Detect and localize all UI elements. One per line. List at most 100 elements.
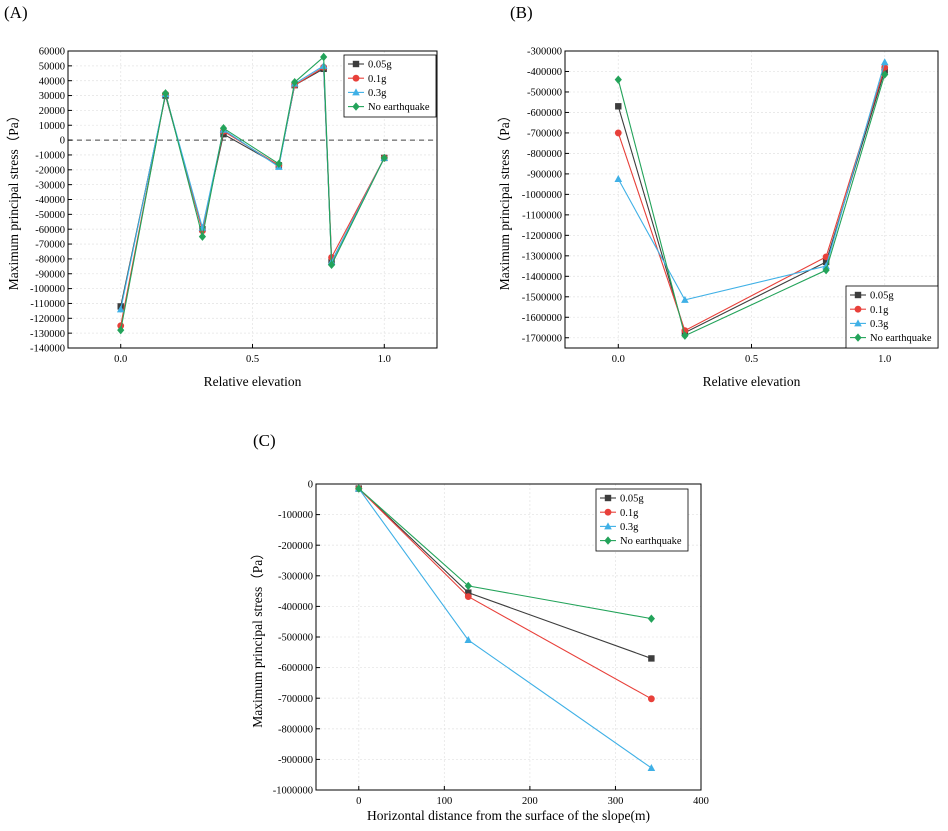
x-axis: 0 100 200 300 400 (356, 786, 709, 807)
y-tick-label: -1000000 (522, 190, 562, 201)
legend-label-0-05g: 0.05g (620, 494, 644, 505)
legend: 0.05g 0.1g 0.3g No earthquake (343, 54, 437, 118)
x-axis: 0.0 0.5 1.0 (114, 344, 391, 365)
y-tick-label: -140000 (30, 344, 65, 355)
chart-panel-2: (B) -300000 -400000 -500000 -600000 -700000 -8… (497, 3, 939, 389)
data-point-no-earthquake (327, 260, 336, 270)
y-tick-label: 40000 (39, 76, 65, 87)
data-point-0-1g (614, 129, 622, 137)
y-tick-label: -200000 (278, 541, 313, 552)
legend-label-0-3g: 0.3g (870, 319, 889, 330)
data-point-0-3g (647, 763, 656, 771)
y-tick-label: 50000 (39, 61, 65, 72)
legend: 0.05g 0.1g 0.3g No earthquake (595, 488, 689, 552)
data-point-no-earthquake (380, 153, 388, 163)
chart-panel-3: (C) 0 -100000 -200000 -300000 -400000 -500000 -… (250, 431, 709, 823)
series-line-0-1g (617, 67, 886, 332)
x-tick-label: 1.0 (378, 354, 391, 365)
legend-marker-0-05g (604, 494, 612, 502)
y-tick-label: -10000 (35, 151, 65, 162)
chart-panel-1: (A) 60000 50000 40000 30000 20000 10000 0 -10000… (4, 3, 438, 389)
legend-marker-0-1g (352, 74, 360, 82)
x-tick-label: 100 (436, 796, 452, 807)
y-axis: -300000 -400000 -500000 -600000 -700000 -8000… (522, 47, 569, 344)
x-axis-title: Relative elevation (703, 374, 801, 389)
panel-label: (A) (4, 3, 28, 22)
legend-marker-no-earthquake (352, 102, 360, 111)
panel-label: (B) (510, 3, 533, 22)
legend-marker-0-3g (604, 522, 612, 530)
y-tick-label: -1100000 (522, 210, 562, 221)
series-no-earthquake (355, 484, 655, 623)
data-point-no-earthquake (161, 89, 170, 98)
data-point-no-earthquake (681, 331, 689, 340)
y-tick-label: -300000 (527, 47, 562, 58)
x-tick-label: 300 (608, 796, 624, 807)
x-tick-label: 400 (693, 796, 709, 807)
series-no-earthquake (614, 70, 889, 340)
y-tick-label: -60000 (35, 225, 65, 236)
y-tick-label: -300000 (278, 571, 313, 582)
legend-label-0-1g: 0.1g (368, 74, 387, 85)
y-tick-label: -1500000 (522, 292, 562, 303)
y-tick-label: -1400000 (522, 272, 562, 283)
legend-label-no-earthquake: No earthquake (620, 536, 682, 547)
y-tick-label: 0 (308, 480, 313, 491)
y-tick-label: -800000 (278, 724, 313, 735)
data-point-0-05g (822, 258, 830, 266)
data-point-0-3g (880, 58, 889, 66)
y-tick-label: -700000 (527, 129, 562, 140)
x-axis-title: Relative elevation (204, 374, 302, 389)
gridlines (565, 50, 938, 348)
y-tick-label: -90000 (35, 269, 65, 280)
y-tick-label: -30000 (35, 180, 65, 191)
legend-marker-no-earthquake (604, 536, 612, 545)
x-tick-label: 200 (522, 796, 538, 807)
data-point-no-earthquake (822, 265, 830, 275)
y-axis-title: Maximum principal stress（Pa） (497, 109, 512, 290)
y-axis: 0 -100000 -200000 -300000 -400000 -500000 -600… (273, 480, 320, 797)
y-tick-label: 0 (60, 136, 65, 147)
data-point-no-earthquake (647, 614, 655, 623)
y-tick-label: -1700000 (522, 333, 562, 344)
legend-label-0-3g: 0.3g (368, 88, 387, 99)
series-0-3g (614, 58, 889, 303)
data-point-no-earthquake (219, 124, 228, 133)
y-tick-label: -800000 (527, 149, 562, 160)
series-line-0-05g (617, 70, 886, 334)
y-tick-label: -50000 (35, 210, 65, 221)
y-tick-label: -100000 (278, 510, 313, 521)
x-tick-label: 0.5 (745, 354, 758, 365)
y-tick-label: -1600000 (522, 313, 562, 324)
legend-marker-0-3g (854, 319, 862, 327)
series-line-no-earthquake (617, 74, 886, 337)
x-tick-label: 0.5 (246, 354, 259, 365)
y-tick-label: -700000 (278, 694, 313, 705)
legend-label-0-1g: 0.1g (870, 305, 889, 316)
y-tick-label: -600000 (278, 663, 313, 674)
data-point-no-earthquake (320, 52, 328, 62)
data-point-0-1g (464, 593, 472, 601)
y-tick-label: 10000 (39, 121, 65, 132)
legend-label-0-05g: 0.05g (368, 60, 392, 71)
y-tick-label: -400000 (278, 602, 313, 613)
legend: 0.05g 0.1g 0.3g No earthquake (845, 285, 939, 349)
legend-marker-0-3g (352, 88, 360, 96)
legend-label-no-earthquake: No earthquake (368, 102, 430, 113)
data-point-no-earthquake (275, 159, 283, 169)
data-point-no-earthquake (464, 581, 472, 591)
data-point-0-3g (116, 305, 125, 313)
data-point-0-3g (464, 636, 473, 644)
y-tick-label: -500000 (527, 88, 562, 99)
x-tick-label: 0 (356, 796, 361, 807)
data-point-no-earthquake (355, 484, 363, 493)
y-tick-label: -500000 (278, 633, 313, 644)
data-point-0-05g (648, 655, 655, 662)
y-tick-label: -900000 (527, 169, 562, 180)
y-axis-title: Maximum principal stress（Pa） (250, 546, 265, 727)
data-point-0-3g (822, 262, 830, 270)
y-tick-label: -120000 (30, 314, 65, 325)
y-tick-label: -130000 (30, 329, 65, 340)
y-tick-label: -1300000 (522, 251, 562, 262)
data-point-0-1g (647, 695, 655, 703)
